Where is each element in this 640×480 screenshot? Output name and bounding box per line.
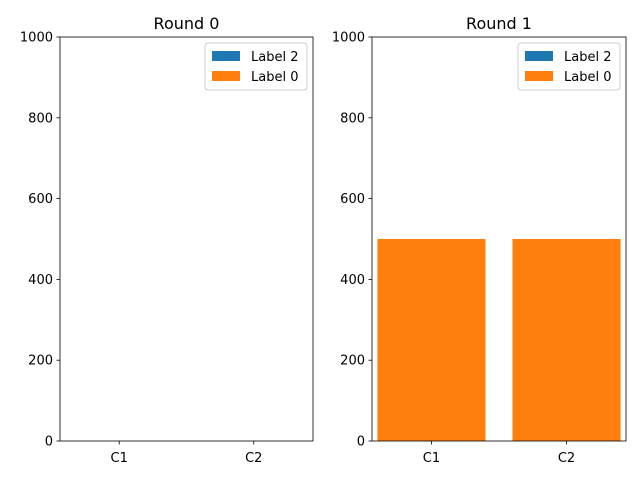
y-tick-label: 600 [340,192,365,207]
legend-swatch [525,71,553,81]
x-tick-label: C1 [423,451,440,466]
x-tick-label: C2 [245,451,262,466]
legend-swatch [525,51,553,61]
legend-swatch [212,51,240,61]
legend-label: Label 0 [251,70,298,85]
chart-title: Round 1 [466,14,532,33]
legend: Label 2 Label 0 [517,42,621,91]
legend-label: Label 2 [564,50,611,65]
y-tick-label: 400 [28,273,53,288]
chart-title: Round 0 [154,14,220,33]
y-tick-label: 800 [340,111,365,126]
y-tick-label: 1000 [20,31,53,46]
bar-label-0-c1 [377,239,486,441]
y-tick-label: 0 [357,435,365,450]
y-tick-label: 200 [340,354,365,369]
y-tick-label: 0 [45,435,53,450]
axes-frame [371,36,627,442]
y-tick-label: 200 [28,354,53,369]
x-tick-label: C1 [111,451,128,466]
bar-label-0-c2 [512,239,621,441]
legend: Label 2 Label 0 [204,42,308,91]
legend-label: Label 2 [251,50,298,65]
y-tick-label: 1000 [332,31,365,46]
legend-swatch [212,71,240,81]
legend-label: Label 0 [564,70,611,85]
axes-frame [59,36,314,442]
y-tick-label: 600 [28,192,53,207]
x-tick-label: C2 [558,451,575,466]
y-tick-label: 400 [340,273,365,288]
y-tick-label: 800 [28,111,53,126]
